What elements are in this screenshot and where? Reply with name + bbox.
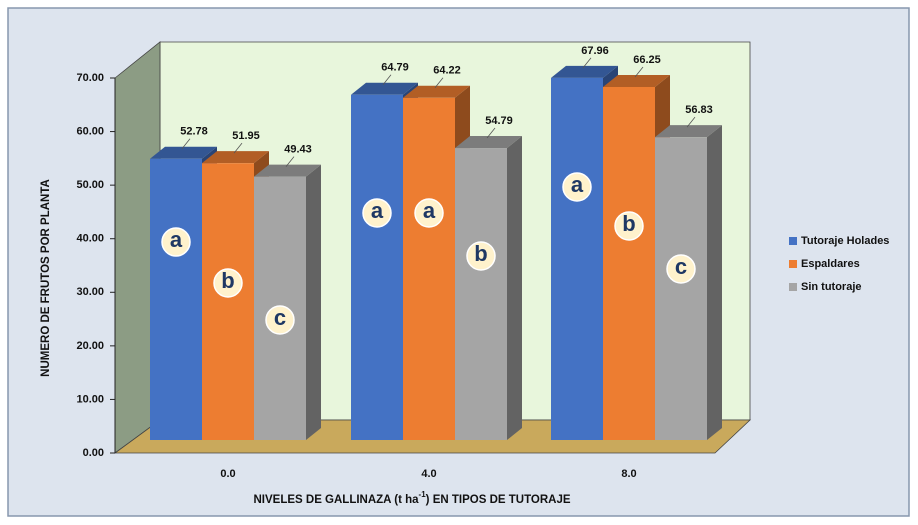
value-label: 64.22 (433, 65, 461, 77)
bar-top (351, 82, 418, 95)
legend-swatch (789, 237, 797, 245)
bar-side (306, 164, 321, 441)
significance-letter: b (474, 241, 487, 266)
y-tick-label: 60.00 (76, 125, 104, 137)
significance-letter: b (221, 268, 234, 293)
value-label: 52.78 (180, 126, 208, 138)
value-label: 56.83 (685, 104, 713, 116)
x-axis-title: NIVELES DE GALLINAZA (t ha-1) EN TIPOS D… (253, 490, 570, 506)
bar-top (603, 74, 670, 87)
letter-badge (362, 198, 392, 228)
y-tick-label: 0.00 (83, 447, 104, 459)
label-leader (233, 142, 243, 154)
y-tick-label: 50.00 (76, 179, 104, 191)
y-axis-title: NUMERO DE FRUTOS POR PLANTA (40, 179, 52, 377)
letter-badge (265, 305, 295, 335)
bar-side (707, 125, 722, 441)
letter-badge (666, 254, 696, 284)
letter-badge (562, 172, 592, 202)
label-leader (382, 74, 392, 86)
bar (351, 94, 403, 441)
label-leader (686, 116, 696, 128)
value-label: 66.25 (633, 54, 661, 66)
letter-badge (614, 211, 644, 241)
x-tick-label: 4.0 (421, 468, 436, 480)
significance-letter: a (371, 198, 384, 223)
value-label: 54.79 (485, 115, 513, 127)
label-leader (582, 57, 592, 69)
bar-top (655, 125, 722, 138)
legend-swatch (789, 283, 797, 291)
x-title-part: NIVELES DE GALLINAZA (t ha (253, 494, 419, 506)
value-label: 51.95 (232, 130, 260, 142)
bar-top (150, 146, 217, 159)
significance-letter: a (170, 227, 183, 252)
bar (603, 86, 655, 440)
letter-badge (414, 198, 444, 228)
significance-letter: c (675, 254, 687, 279)
significance-letter: b (622, 211, 635, 236)
letter-badge (213, 268, 243, 298)
significance-letter: c (274, 305, 286, 330)
legend-label: Espaldares (801, 258, 860, 270)
letter-badge (161, 227, 191, 257)
bar (403, 97, 455, 441)
label-leader (434, 77, 444, 89)
x-tick-label: 0.0 (220, 468, 235, 480)
y-tick-label: 20.00 (76, 340, 104, 352)
label-leader (181, 138, 191, 150)
letter-badge (466, 241, 496, 271)
legend-label: Sin tutoraje (801, 281, 862, 293)
value-label: 64.79 (381, 62, 409, 74)
bar-top (551, 65, 618, 78)
bar-top (403, 85, 470, 98)
label-leader (486, 127, 496, 139)
x-tick-label: 8.0 (621, 468, 636, 480)
bar (202, 163, 254, 440)
bar (551, 77, 603, 440)
significance-letter: a (571, 172, 584, 197)
label-leader (285, 156, 295, 167)
bar (150, 158, 202, 440)
legend-swatch (789, 260, 797, 268)
bar-top (202, 151, 269, 164)
y-tick-label: 70.00 (76, 72, 104, 84)
y-tick-label: 30.00 (76, 286, 104, 298)
bar-top (455, 136, 522, 149)
y-tick-label: 10.00 (76, 393, 104, 405)
value-label: 67.96 (581, 45, 609, 57)
label-leader (634, 66, 644, 78)
x-title-sup: -1 (419, 490, 427, 499)
x-title-part: ) EN TIPOS DE TUTORAJE (426, 494, 571, 506)
significance-letter: a (423, 198, 436, 223)
bar (655, 137, 707, 440)
bar (455, 148, 507, 440)
value-label: 49.43 (284, 144, 312, 156)
y-tick-label: 40.00 (76, 233, 104, 245)
bar-top (254, 164, 321, 177)
legend-label: Tutoraje Holades (801, 235, 889, 247)
bar-side (507, 136, 522, 440)
